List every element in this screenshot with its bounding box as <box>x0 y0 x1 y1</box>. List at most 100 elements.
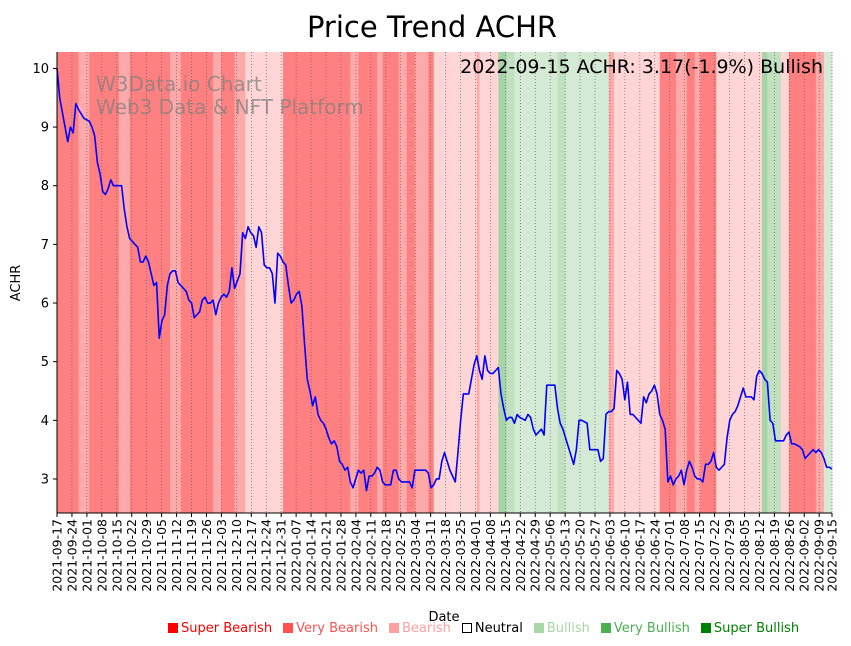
price-line <box>56 68 833 492</box>
chart-title: Price Trend ACHR <box>307 10 557 44</box>
y-axis-label: ACHR <box>9 265 24 302</box>
sentiment-band-16 <box>398 52 408 513</box>
x-tick-label-45: 2022-07-29 <box>722 519 737 592</box>
legend-item-super-bearish: Super Bearish <box>168 621 272 636</box>
x-tick-label-32: 2022-04-29 <box>528 519 543 592</box>
x-tick-label-49: 2022-08-26 <box>782 519 797 592</box>
sentiment-band-20 <box>433 52 478 513</box>
x-tick-label-23: 2022-02-25 <box>393 519 408 592</box>
sentiment-band-38 <box>780 52 790 513</box>
legend-item-very-bearish: Very Bearish <box>283 621 378 636</box>
legend-swatch-very-bullish <box>600 623 611 633</box>
legend-swatch-neutral <box>461 623 472 633</box>
watermark-line2: Web3 Data & NFT Platform <box>96 95 364 119</box>
sentiment-band-0 <box>57 52 79 513</box>
x-tick-label-10: 2021-11-26 <box>199 519 214 592</box>
sentiment-band-7 <box>213 52 222 513</box>
sentiment-band-6 <box>180 52 214 513</box>
vertical-gridlines <box>56 52 833 513</box>
sentiment-band-5 <box>170 52 182 513</box>
x-tick-label-6: 2021-10-29 <box>139 519 154 592</box>
y-tick-label-7: 10 <box>32 62 49 77</box>
x-tick-label-9: 2021-11-19 <box>184 519 199 592</box>
x-tick-label-34: 2022-05-13 <box>558 519 573 592</box>
sentiment-band-22 <box>479 52 499 513</box>
legend-label-super-bearish: Super Bearish <box>181 621 273 636</box>
legend-label-bearish: Bearish <box>401 621 451 636</box>
sentiment-band-15 <box>382 52 400 513</box>
x-tick-label-12: 2021-12-10 <box>229 519 244 592</box>
legend-item-super-bullish: Super Bullish <box>700 621 799 636</box>
x-tick-label-26: 2022-03-18 <box>438 519 453 592</box>
sentiment-band-21 <box>476 52 480 513</box>
x-tick-label-20: 2022-02-04 <box>348 519 363 592</box>
x-axis-label: Date <box>428 610 459 625</box>
price-annotation: 2022-09-15 ACHR: 3.17(-1.9%) Bullish <box>460 56 823 78</box>
legend-item-very-bullish: Very Bullish <box>600 621 690 636</box>
sentiment-band-24 <box>506 52 515 513</box>
x-tick-label-28: 2022-04-01 <box>468 519 483 592</box>
sentiment-band-9 <box>234 52 246 513</box>
sentiment-band-11 <box>283 52 351 513</box>
y-tick-label-4: 7 <box>41 238 49 253</box>
sentiment-band-4 <box>129 52 171 513</box>
x-tick-label-47: 2022-08-12 <box>752 519 767 592</box>
x-tick-label-14: 2021-12-24 <box>259 519 274 592</box>
x-tick-label-7: 2021-11-05 <box>154 519 169 592</box>
x-tick-label-11: 2021-12-03 <box>214 519 229 592</box>
sentiment-band-28 <box>608 52 615 513</box>
legend-swatch-bearish <box>388 623 399 633</box>
x-tick-label-8: 2021-11-12 <box>169 519 184 592</box>
x-tick-label-1: 2021-09-24 <box>64 519 79 592</box>
sentiment-band-19 <box>428 52 435 513</box>
sentiment-band-39 <box>788 52 817 513</box>
sentiment-band-3 <box>118 52 131 513</box>
sentiment-band-41 <box>823 52 833 513</box>
x-tick-label-31: 2022-04-22 <box>513 519 528 592</box>
legend-swatch-bullish <box>533 623 544 633</box>
y-tick-label-2: 5 <box>41 355 49 370</box>
sentiment-band-32 <box>686 52 696 513</box>
x-tick-label-27: 2022-03-25 <box>453 519 468 592</box>
sentiment-band-8 <box>221 52 236 513</box>
x-tick-label-43: 2022-07-15 <box>692 519 707 592</box>
y-tick-label-0: 3 <box>41 472 49 487</box>
x-tick-label-50: 2022-09-02 <box>797 519 812 592</box>
x-tick-label-42: 2022-07-08 <box>677 519 692 592</box>
sentiment-band-10 <box>245 52 284 513</box>
sentiment-band-1 <box>78 52 90 513</box>
legend-item-neutral: Neutral <box>461 621 523 636</box>
x-tick-label-40: 2022-06-24 <box>647 519 662 592</box>
sentiment-band-2 <box>89 52 120 513</box>
legend-swatch-super-bearish <box>168 623 178 633</box>
legend-item-bullish: Bullish <box>533 621 590 636</box>
x-tick-label-2: 2021-10-01 <box>79 519 94 592</box>
sentiment-band-34 <box>700 52 717 513</box>
sentiment-band-12 <box>350 52 359 513</box>
x-tick-label-41: 2022-07-01 <box>662 519 677 592</box>
x-tick-label-51: 2022-09-09 <box>812 519 827 592</box>
y-tick-label-3: 6 <box>41 297 49 312</box>
legend-label-very-bullish: Very Bullish <box>613 621 690 636</box>
y-tick-label-6: 9 <box>41 121 49 136</box>
x-tick-label-5: 2021-10-22 <box>124 519 139 592</box>
legend-label-neutral: Neutral <box>474 621 523 636</box>
watermark-line1: W3Data.io Chart <box>96 72 262 96</box>
sentiment-band-30 <box>659 52 677 513</box>
sentiment-band-26 <box>557 52 566 513</box>
sentiment-band-17 <box>406 52 416 513</box>
y-axis-ticks: 3 4 5 6 7 8 9 10 <box>32 62 57 487</box>
sentiment-band-37 <box>767 52 782 513</box>
sentiment-band-40 <box>815 52 825 513</box>
x-tick-label-3: 2021-10-08 <box>94 519 109 592</box>
x-tick-label-24: 2022-03-04 <box>408 519 423 592</box>
sentiment-band-29 <box>614 52 661 513</box>
y-tick-label-5: 8 <box>41 179 49 194</box>
sentiment-band-13 <box>358 52 378 513</box>
sentiment-band-18 <box>414 52 429 513</box>
x-tick-label-46: 2022-08-05 <box>737 519 752 592</box>
x-tick-label-30: 2022-04-15 <box>498 519 513 592</box>
x-tick-label-44: 2022-07-22 <box>707 519 722 592</box>
x-tick-label-37: 2022-06-03 <box>602 519 617 592</box>
